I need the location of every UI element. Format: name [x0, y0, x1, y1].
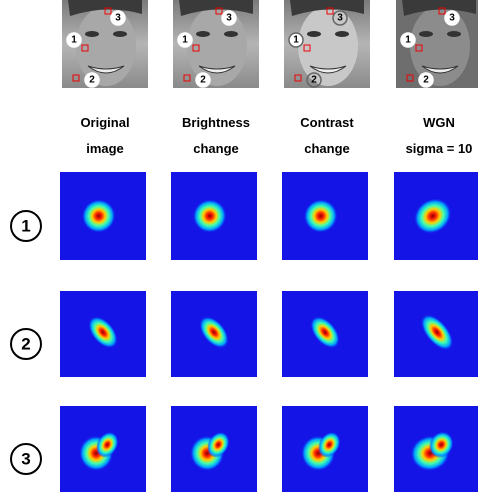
heatmap	[60, 291, 146, 377]
face	[187, 6, 247, 86]
row-label: 1	[21, 217, 30, 236]
roi-box	[406, 74, 414, 82]
marker-label: 2	[423, 75, 429, 86]
heat-blob	[207, 431, 230, 458]
eye	[85, 31, 99, 37]
marker-circle	[177, 32, 193, 48]
roi-box	[104, 7, 112, 15]
heat-blob	[192, 199, 227, 233]
mouth	[421, 65, 459, 74]
marker-label: 2	[311, 75, 317, 86]
roi-box	[183, 74, 191, 82]
marker-circle	[66, 32, 82, 48]
marker-label: 1	[182, 35, 188, 46]
heatmap	[60, 172, 146, 260]
marker-label: 2	[89, 75, 95, 86]
heatmap	[171, 172, 257, 260]
roi-box	[192, 44, 200, 52]
column-header: sigma = 10	[406, 141, 473, 156]
face	[410, 6, 470, 86]
heat-blob	[81, 199, 116, 233]
roi-box	[215, 7, 223, 15]
marker-circle	[288, 32, 304, 48]
heatmap	[60, 406, 146, 492]
roi-box	[81, 44, 89, 52]
face-image: 3 1 2	[62, 0, 148, 88]
marker-circle	[400, 32, 416, 48]
marker-label: 3	[226, 13, 232, 24]
marker-circle	[195, 72, 211, 88]
heatmap	[282, 172, 368, 260]
heatmap	[171, 291, 257, 377]
marker-circle	[110, 10, 126, 26]
heatmap	[394, 406, 478, 492]
roi-box	[303, 44, 311, 52]
marker-circle	[418, 72, 434, 88]
row-marker	[10, 328, 42, 360]
heat-blob	[88, 316, 118, 349]
marker-circle	[306, 72, 322, 88]
eye	[419, 31, 433, 37]
eye	[196, 31, 210, 37]
heatmap	[394, 291, 478, 377]
marker-circle	[84, 72, 100, 88]
column-header: Brightness	[182, 115, 250, 130]
marker-label: 1	[405, 35, 411, 46]
face-image: 3 1 2	[284, 0, 370, 88]
eye	[113, 31, 127, 37]
marker-circle	[221, 10, 237, 26]
heat-blob	[318, 431, 341, 458]
column-header: change	[304, 141, 350, 156]
face	[298, 6, 358, 86]
marker-label: 1	[71, 35, 77, 46]
heatmap	[282, 406, 368, 492]
face	[76, 6, 136, 86]
roi-box	[294, 74, 302, 82]
marker-label: 3	[337, 13, 343, 24]
roi-box	[326, 7, 334, 15]
column-header: change	[193, 141, 239, 156]
column-header: Contrast	[300, 115, 354, 130]
marker-circle	[444, 10, 460, 26]
eye	[335, 31, 349, 37]
heat-blob	[413, 198, 452, 234]
heatmap	[171, 406, 257, 492]
roi-box	[415, 44, 423, 52]
column-header: image	[86, 141, 124, 156]
heat-blob	[310, 316, 340, 349]
face-image: 3 1 2	[396, 0, 478, 88]
heat-blob	[303, 199, 338, 233]
marker-label: 2	[200, 75, 206, 86]
row-label: 2	[21, 335, 30, 354]
column-header: WGN	[423, 115, 455, 130]
mouth	[198, 65, 236, 74]
heatmap	[282, 291, 368, 377]
eye	[224, 31, 238, 37]
heat-blob	[420, 314, 454, 351]
row-marker	[10, 210, 42, 242]
eye	[307, 31, 321, 37]
roi-box	[72, 74, 80, 82]
marker-label: 1	[293, 35, 299, 46]
mouth	[87, 65, 125, 74]
roi-box	[438, 7, 446, 15]
marker-label: 3	[449, 13, 455, 24]
column-header: Original	[80, 115, 129, 130]
heatmap	[394, 172, 478, 260]
marker-circle	[332, 10, 348, 26]
heat-blob	[199, 316, 229, 349]
face-image: 3 1 2	[173, 0, 259, 88]
eye	[447, 31, 461, 37]
heat-blob	[428, 431, 454, 459]
row-label: 3	[21, 450, 30, 469]
row-marker	[10, 443, 42, 475]
marker-label: 3	[115, 13, 121, 24]
mouth	[309, 65, 347, 74]
heat-blob	[96, 431, 119, 458]
